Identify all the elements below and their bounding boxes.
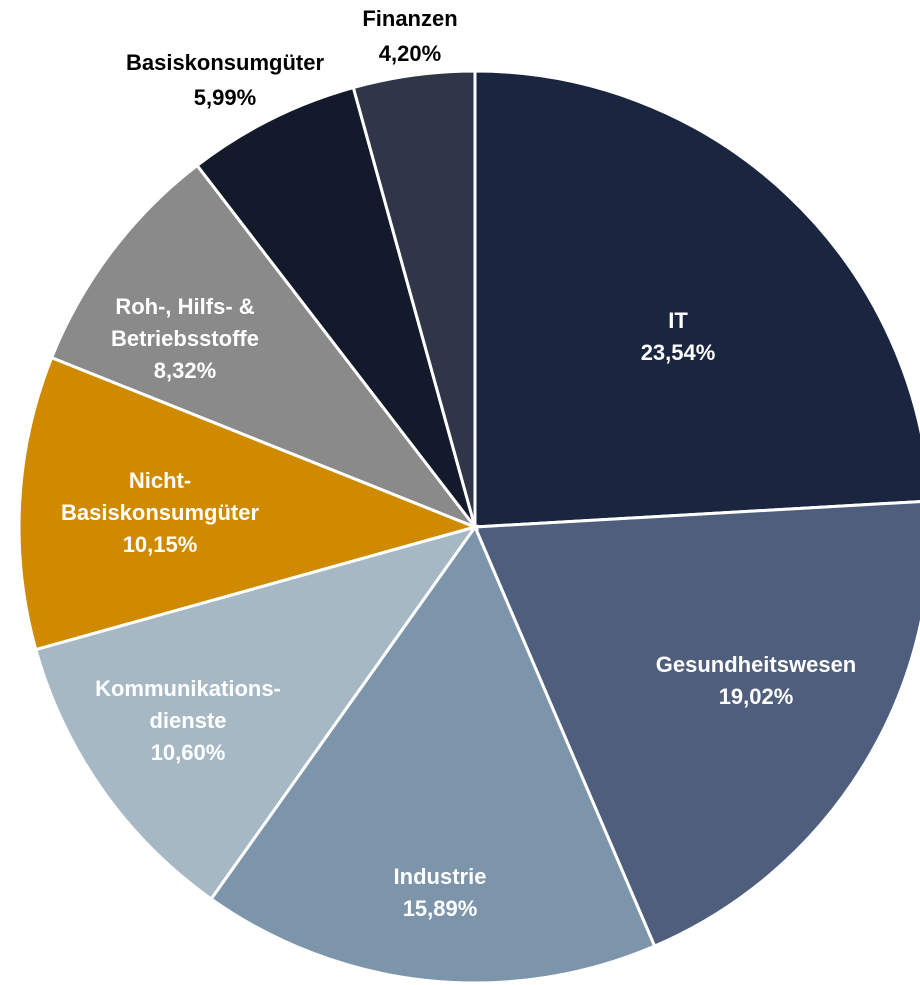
pie-slice xyxy=(195,85,477,528)
slice-label: Nicht- xyxy=(129,468,191,493)
slice-label: IT xyxy=(668,308,688,333)
pie-slice xyxy=(17,355,480,652)
slice-label: Roh-, Hilfs- & xyxy=(115,294,254,319)
pie-slice xyxy=(49,163,480,531)
slice-label: Basiskonsumgüter xyxy=(126,50,324,75)
value-label: 8,32% xyxy=(154,358,216,383)
slice-label: Basiskonsumgüter xyxy=(61,500,259,525)
pie-slice xyxy=(472,500,920,949)
slice-label: Kommunikations- xyxy=(95,676,281,701)
slice-label: dienste xyxy=(149,708,226,733)
slice-label: Industrie xyxy=(394,864,487,889)
value-label: 5,99% xyxy=(194,85,256,110)
value-label: 4,20% xyxy=(379,41,441,66)
value-label: 19,02% xyxy=(719,684,794,709)
slice-label: Betriebsstoffe xyxy=(111,326,259,351)
value-label: 23,54% xyxy=(641,340,716,365)
slice-label: Gesundheitswesen xyxy=(656,652,857,677)
value-label: 15,89% xyxy=(403,896,478,921)
pie-slice xyxy=(351,69,477,528)
value-label: 10,15% xyxy=(123,532,198,557)
pie-slice xyxy=(209,523,657,985)
slice-label: Finanzen xyxy=(362,6,457,31)
pie-slice xyxy=(473,69,920,529)
value-label: 10,60% xyxy=(151,740,226,765)
